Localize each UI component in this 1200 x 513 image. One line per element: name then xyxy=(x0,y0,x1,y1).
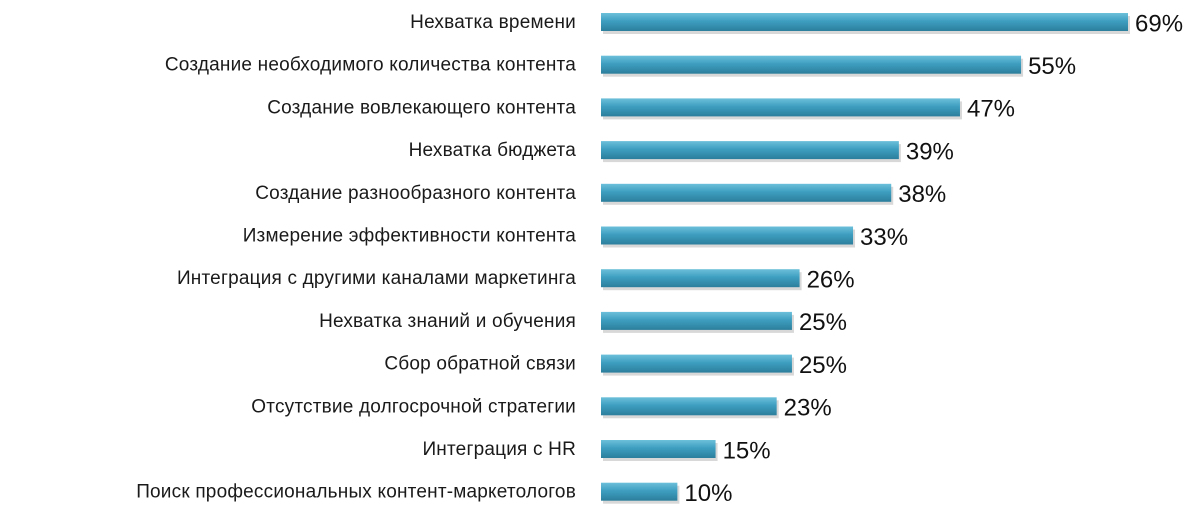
category-label: Измерение эффективности контента xyxy=(243,226,577,247)
value-label: 15% xyxy=(723,437,771,464)
category-label: Отсутствие долгосрочной стратегии xyxy=(251,396,576,417)
category-label: Нехватка знаний и обучения xyxy=(319,311,576,332)
value-label: 25% xyxy=(799,309,847,336)
value-label: 25% xyxy=(799,352,847,379)
category-label: Создание вовлекающего контента xyxy=(267,97,576,118)
value-label: 10% xyxy=(684,480,732,507)
category-label: Сбор обратной связи xyxy=(384,354,576,375)
bar-shadows xyxy=(603,16,1130,504)
category-label: Поиск профессиональных контент-маркетоло… xyxy=(136,482,576,503)
value-label: 26% xyxy=(807,267,855,294)
value-labels: 69% 55% 47% 39% 38% 33%26% 25% 25% 23% 15% 10% xyxy=(684,10,1183,507)
category-label: Интеграция с другими каналами маркетинга xyxy=(177,268,576,289)
value-label: 38% xyxy=(898,181,946,208)
value-label: 39% xyxy=(906,138,954,165)
bar xyxy=(601,226,854,245)
bar xyxy=(601,141,899,160)
category-label: Создание необходимого количества контент… xyxy=(165,55,576,76)
category-label: Нехватка бюджета xyxy=(409,140,577,161)
value-label: 23% xyxy=(784,395,832,422)
category-label: Интеграция с HR xyxy=(422,439,576,460)
category-label: Создание разнообразного контента xyxy=(255,183,576,204)
bar xyxy=(601,311,792,330)
bar xyxy=(601,440,716,458)
bars xyxy=(601,13,1128,501)
bar xyxy=(601,183,892,202)
value-label: 55% xyxy=(1028,53,1076,80)
bar xyxy=(601,98,960,117)
bar xyxy=(601,482,678,501)
bar xyxy=(601,13,1128,31)
category-label: Нехватка времени xyxy=(410,12,576,33)
bar xyxy=(601,55,1022,74)
category-labels: Нехватка времени Создание необходимого ко… xyxy=(136,12,576,503)
bar xyxy=(601,269,800,288)
value-label: 47% xyxy=(967,96,1015,123)
value-label: 69% xyxy=(1135,10,1183,37)
bar xyxy=(601,397,777,416)
value-label: 33% xyxy=(860,224,908,251)
bar xyxy=(601,354,792,373)
